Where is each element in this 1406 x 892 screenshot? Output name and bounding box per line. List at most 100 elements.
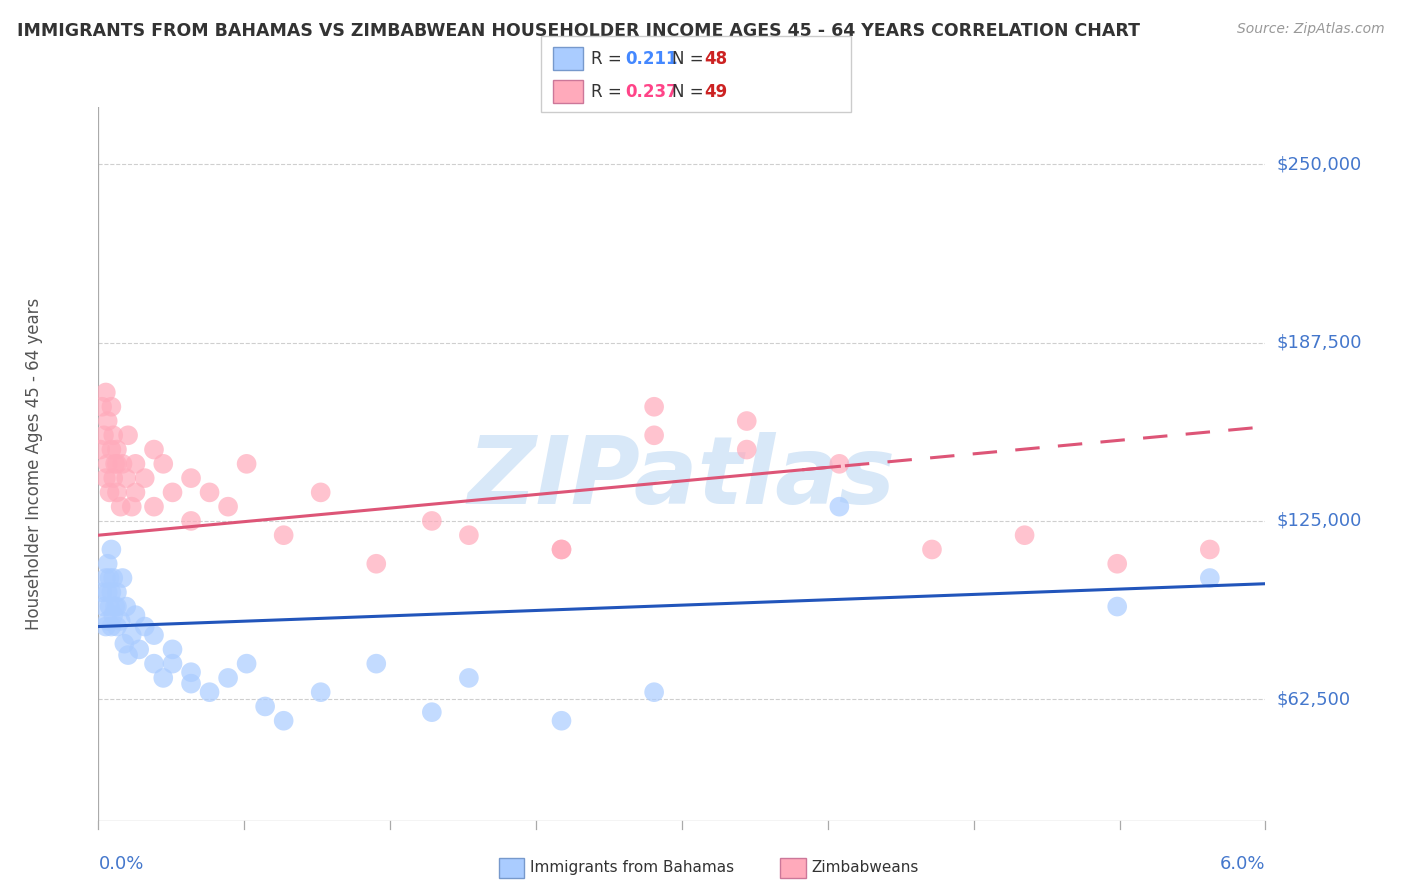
Point [103, 428, 125, 442]
Point [93, 428, 115, 442]
Point [128, 642, 150, 657]
Point [94, 619, 117, 633]
Point [420, 514, 443, 528]
Point [100, 619, 122, 633]
Text: 6.0%: 6.0% [1220, 855, 1265, 873]
Point [143, 657, 166, 671]
Point [235, 657, 257, 671]
Point [273, 528, 295, 542]
Point [217, 500, 239, 514]
Point [366, 657, 388, 671]
Point [134, 471, 156, 485]
Point [1107, 557, 1129, 571]
Point [97, 585, 120, 599]
Text: $62,500: $62,500 [1277, 690, 1351, 708]
Point [100, 400, 122, 414]
Text: N =: N = [672, 83, 709, 101]
Point [143, 500, 166, 514]
Point [100, 442, 122, 457]
Point [550, 542, 572, 557]
Point [309, 685, 332, 699]
Point [121, 628, 143, 642]
Point [105, 457, 128, 471]
Point [110, 500, 132, 514]
Point [198, 685, 221, 699]
Text: IMMIGRANTS FROM BAHAMAS VS ZIMBABWEAN HOUSEHOLDER INCOME AGES 45 - 64 YEARS CORR: IMMIGRANTS FROM BAHAMAS VS ZIMBABWEAN HO… [17, 22, 1140, 40]
Text: $250,000: $250,000 [1277, 155, 1362, 173]
Point [180, 514, 202, 528]
Point [180, 676, 202, 690]
Point [198, 485, 221, 500]
Point [420, 705, 443, 719]
Point [309, 485, 332, 500]
Point [1014, 528, 1036, 542]
Point [254, 699, 277, 714]
Point [94, 385, 117, 400]
Point [91, 585, 114, 599]
Point [97, 557, 120, 571]
Point [550, 714, 572, 728]
Point [117, 428, 139, 442]
Text: 48: 48 [704, 50, 727, 68]
Point [828, 500, 851, 514]
Point [162, 485, 184, 500]
Text: $187,500: $187,500 [1277, 334, 1362, 351]
Point [104, 457, 127, 471]
Text: Source: ZipAtlas.com: Source: ZipAtlas.com [1237, 22, 1385, 37]
Point [152, 671, 174, 685]
Point [124, 485, 146, 500]
Point [180, 665, 202, 680]
Point [105, 619, 128, 633]
Point [93, 599, 115, 614]
Point [112, 637, 135, 651]
Point [643, 428, 665, 442]
Point [143, 442, 166, 457]
Point [105, 442, 128, 457]
Point [104, 599, 127, 614]
Text: 0.237: 0.237 [626, 83, 679, 101]
Point [143, 628, 166, 642]
Point [273, 714, 295, 728]
Point [111, 571, 134, 585]
Point [921, 542, 943, 557]
Point [89, 442, 111, 457]
Text: Immigrants from Bahamas: Immigrants from Bahamas [530, 861, 734, 875]
Point [94, 571, 117, 585]
Point [1107, 599, 1129, 614]
Point [162, 657, 184, 671]
Point [643, 400, 665, 414]
Point [828, 457, 851, 471]
Point [115, 599, 138, 614]
Point [103, 471, 125, 485]
Text: R =: R = [591, 50, 627, 68]
Point [97, 614, 120, 628]
Point [1198, 542, 1220, 557]
Point [1198, 571, 1220, 585]
Point [217, 671, 239, 685]
Point [180, 471, 202, 485]
Point [735, 442, 758, 457]
Point [105, 485, 128, 500]
Point [100, 585, 122, 599]
Point [100, 542, 122, 557]
Point [162, 642, 184, 657]
Text: ZIPatlas: ZIPatlas [468, 432, 896, 524]
Text: N =: N = [672, 50, 709, 68]
Point [97, 457, 120, 471]
Point [105, 585, 128, 599]
Point [457, 671, 479, 685]
Point [152, 457, 174, 471]
Point [98, 599, 121, 614]
Point [366, 557, 388, 571]
Point [134, 619, 156, 633]
Text: 0.0%: 0.0% [98, 855, 143, 873]
Text: 49: 49 [704, 83, 728, 101]
Point [235, 457, 257, 471]
Point [105, 599, 128, 614]
Point [97, 414, 120, 428]
Point [550, 542, 572, 557]
Point [94, 471, 117, 485]
Point [103, 608, 125, 623]
Point [124, 608, 146, 623]
Text: R =: R = [591, 83, 627, 101]
